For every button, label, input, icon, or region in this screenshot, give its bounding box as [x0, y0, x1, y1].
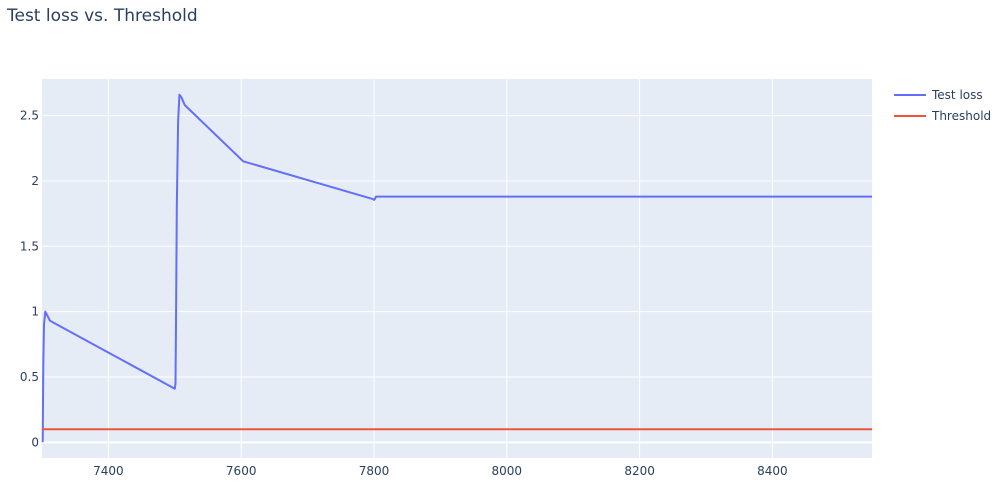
y-tick-label: 2 — [31, 174, 39, 188]
x-tick-label: 8000 — [492, 464, 523, 478]
y-tick-label: 1.5 — [20, 239, 39, 253]
y-axis-ticks: 0 0.5 1 1.5 2 2.5 — [20, 109, 39, 450]
x-tick-label: 8200 — [624, 464, 655, 478]
x-tick-label: 7800 — [359, 464, 390, 478]
y-tick-label: 0 — [31, 435, 39, 449]
x-axis-ticks: 7400 7600 7800 8000 8200 8400 — [93, 464, 788, 478]
y-tick-label: 2.5 — [20, 109, 39, 123]
grid — [42, 79, 872, 458]
series-line-test-loss — [41, 93, 872, 443]
y-tick-label: 0.5 — [20, 370, 39, 384]
legend-item-threshold[interactable]: Threshold — [894, 109, 991, 123]
plot-background — [42, 79, 872, 458]
series-lines — [41, 93, 872, 443]
legend[interactable]: Test loss Threshold — [894, 88, 991, 123]
x-tick-label: 7600 — [226, 464, 257, 478]
x-tick-label: 8400 — [757, 464, 788, 478]
x-tick-label: 7400 — [93, 464, 124, 478]
y-tick-label: 1 — [31, 305, 39, 319]
legend-label: Threshold — [931, 109, 991, 123]
chart-title: Test loss vs. Threshold — [7, 6, 198, 26]
legend-item-test-loss[interactable]: Test loss — [894, 88, 983, 102]
legend-label: Test loss — [931, 88, 983, 102]
